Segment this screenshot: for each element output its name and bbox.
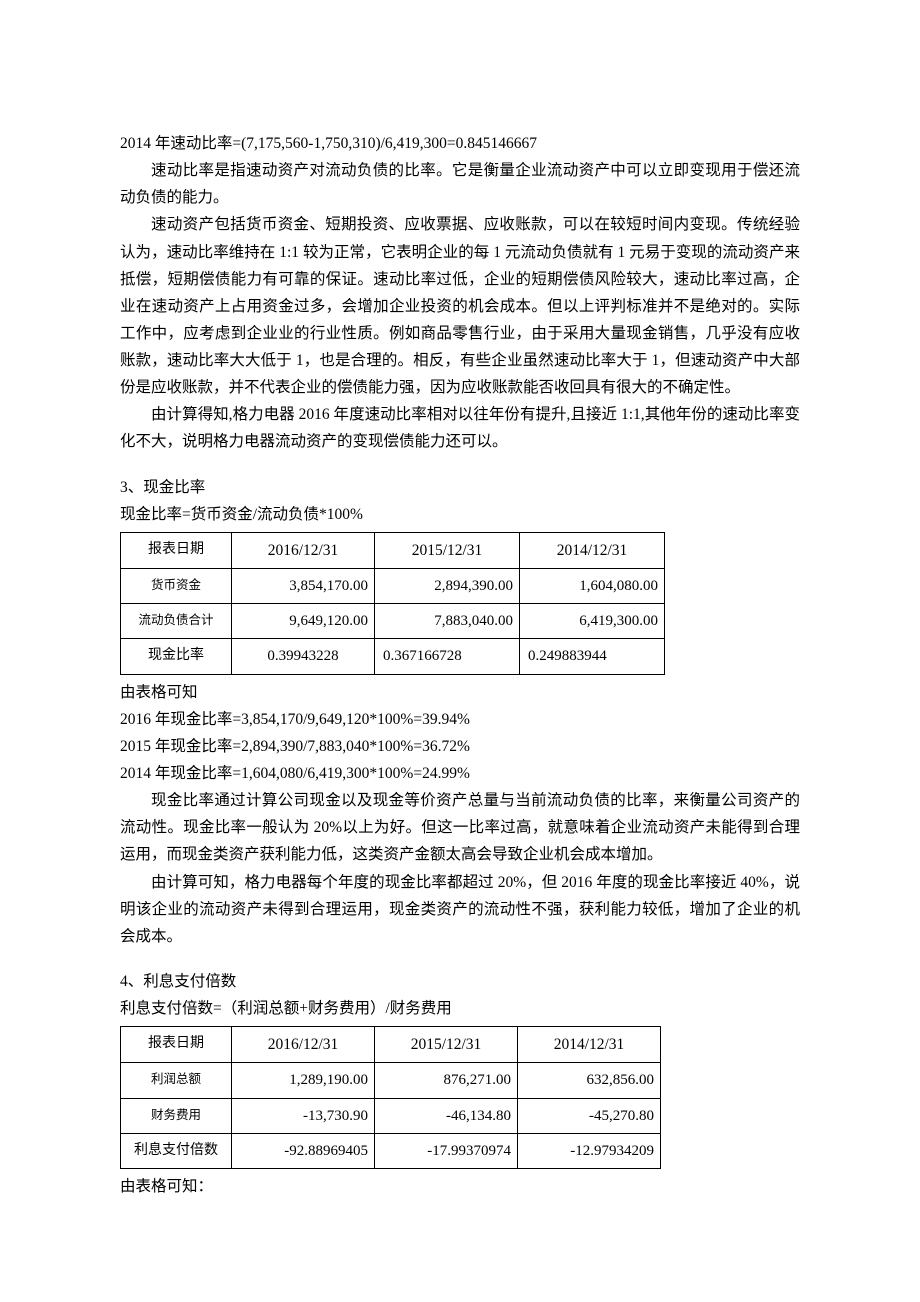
table-header-cell: 报表日期 [121,532,232,568]
table-row: 利息支付倍数 -92.88969405 -17.99370974 -12.979… [121,1133,661,1168]
table-row: 财务费用 -13,730.90 -46,134.80 -45,270.80 [121,1098,661,1133]
table-header-cell: 2015/12/31 [375,532,520,568]
table-row: 货币资金 3,854,170.00 2,894,390.00 1,604,080… [121,568,665,603]
paragraph: 现金比率通过计算公司现金以及现金等价资产总量与当前流动负债的比率，来衡量公司资产… [120,787,800,868]
table-header-cell: 2016/12/31 [232,532,375,568]
table-row: 利润总额 1,289,190.00 876,271.00 632,856.00 [121,1063,661,1098]
text-line: 2016 年现金比率=3,854,170/9,649,120*100%=39.9… [120,706,800,733]
paragraph: 速动比率是指速动资产对流动负债的比率。它是衡量企业流动资产中可以立即变现用于偿还… [120,157,800,211]
table-cell: 6,419,300.00 [520,604,665,639]
table-cell: 现金比率 [121,639,232,674]
table-cell: 流动负债合计 [121,604,232,639]
table-cell: 利息支付倍数 [121,1133,232,1168]
table-header-cell: 2016/12/31 [232,1027,375,1063]
interest-coverage-table: 报表日期 2016/12/31 2015/12/31 2014/12/31 利润… [120,1026,661,1169]
table-cell: -45,270.80 [518,1098,661,1133]
table-cell: -17.99370974 [375,1133,518,1168]
table-cell: 2,894,390.00 [375,568,520,603]
table-header-row: 报表日期 2016/12/31 2015/12/31 2014/12/31 [121,1027,661,1063]
text-line: 由表格可知： [120,1173,800,1200]
table-cell: -13,730.90 [232,1098,375,1133]
table-cell: -12.97934209 [518,1133,661,1168]
paragraph: 由计算可知，格力电器每个年度的现金比率都超过 20%，但 2016 年度的现金比… [120,869,800,950]
table-cell: 3,854,170.00 [232,568,375,603]
table-cell: 1,604,080.00 [520,568,665,603]
formula-text: 利息支付倍数=（利润总额+财务费用）/财务费用 [120,995,800,1022]
table-cell: -46,134.80 [375,1098,518,1133]
table-header-cell: 2014/12/31 [518,1027,661,1063]
table-cell: 632,856.00 [518,1063,661,1098]
table-header-cell: 报表日期 [121,1027,232,1063]
table-row: 现金比率 0.39943228 0.367166728 0.249883944 [121,639,665,674]
formula-text: 现金比率=货币资金/流动负债*100% [120,501,800,528]
document-page: 2014 年速动比率=(7,175,560-1,750,310)/6,419,3… [0,0,920,1300]
paragraph: 由计算得知,格力电器 2016 年度速动比率相对以往年份有提升,且接近 1:1,… [120,401,800,455]
table-header-cell: 2015/12/31 [375,1027,518,1063]
table-cell: 9,649,120.00 [232,604,375,639]
section-title: 3、现金比率 [120,474,800,501]
table-cell: 0.367166728 [375,639,520,674]
paragraph: 速动资产包括货币资金、短期投资、应收票据、应收账款，可以在较短时间内变现。传统经… [120,211,800,401]
table-cell: 7,883,040.00 [375,604,520,639]
table-cell: 0.249883944 [520,639,665,674]
table-cell: 财务费用 [121,1098,232,1133]
table-header-cell: 2014/12/31 [520,532,665,568]
table-row: 流动负债合计 9,649,120.00 7,883,040.00 6,419,3… [121,604,665,639]
section-title: 4、利息支付倍数 [120,968,800,995]
table-cell: 利润总额 [121,1063,232,1098]
table-cell: 货币资金 [121,568,232,603]
text-line: 2014 年现金比率=1,604,080/6,419,300*100%=24.9… [120,760,800,787]
table-cell: -92.88969405 [232,1133,375,1168]
table-cell: 0.39943228 [232,639,375,674]
table-cell: 876,271.00 [375,1063,518,1098]
text-line: 由表格可知 [120,679,800,706]
table-header-row: 报表日期 2016/12/31 2015/12/31 2014/12/31 [121,532,665,568]
cash-ratio-table: 报表日期 2016/12/31 2015/12/31 2014/12/31 货币… [120,532,665,675]
table-cell: 1,289,190.00 [232,1063,375,1098]
text-line: 2014 年速动比率=(7,175,560-1,750,310)/6,419,3… [120,130,800,157]
text-line: 2015 年现金比率=2,894,390/7,883,040*100%=36.7… [120,733,800,760]
